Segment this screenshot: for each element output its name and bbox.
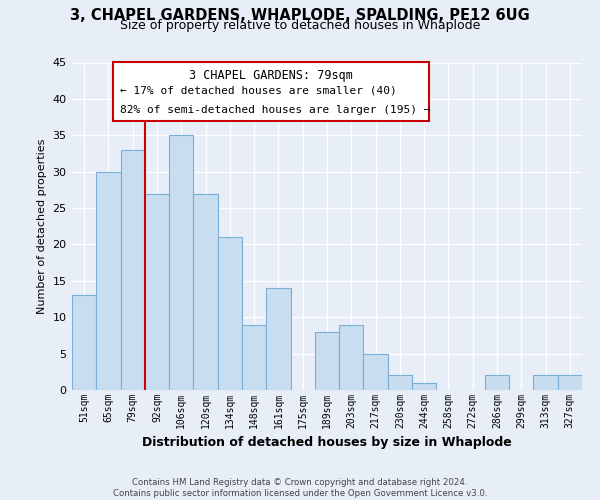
Bar [533, 376, 558, 390]
Bar [242, 324, 266, 390]
Text: 3, CHAPEL GARDENS, WHAPLODE, SPALDING, PE12 6UG: 3, CHAPEL GARDENS, WHAPLODE, SPALDING, P… [70, 8, 530, 22]
Bar [145, 194, 169, 390]
Bar [96, 172, 121, 390]
Bar [364, 354, 388, 390]
Text: 82% of semi-detached houses are larger (195) →: 82% of semi-detached houses are larger (… [121, 105, 431, 115]
Bar [193, 194, 218, 390]
Bar [388, 376, 412, 390]
X-axis label: Distribution of detached houses by size in Whaplode: Distribution of detached houses by size … [142, 436, 512, 450]
Bar [315, 332, 339, 390]
Bar [72, 296, 96, 390]
Bar [218, 237, 242, 390]
Text: Size of property relative to detached houses in Whaplode: Size of property relative to detached ho… [120, 18, 480, 32]
Bar [169, 136, 193, 390]
Text: Contains HM Land Registry data © Crown copyright and database right 2024.
Contai: Contains HM Land Registry data © Crown c… [113, 478, 487, 498]
Bar [339, 324, 364, 390]
Text: 3 CHAPEL GARDENS: 79sqm: 3 CHAPEL GARDENS: 79sqm [189, 69, 353, 82]
Bar [485, 376, 509, 390]
Y-axis label: Number of detached properties: Number of detached properties [37, 138, 47, 314]
Bar [558, 376, 582, 390]
Bar [121, 150, 145, 390]
Text: ← 17% of detached houses are smaller (40): ← 17% of detached houses are smaller (40… [121, 86, 397, 96]
Bar [412, 382, 436, 390]
Bar [266, 288, 290, 390]
Bar [113, 62, 429, 122]
